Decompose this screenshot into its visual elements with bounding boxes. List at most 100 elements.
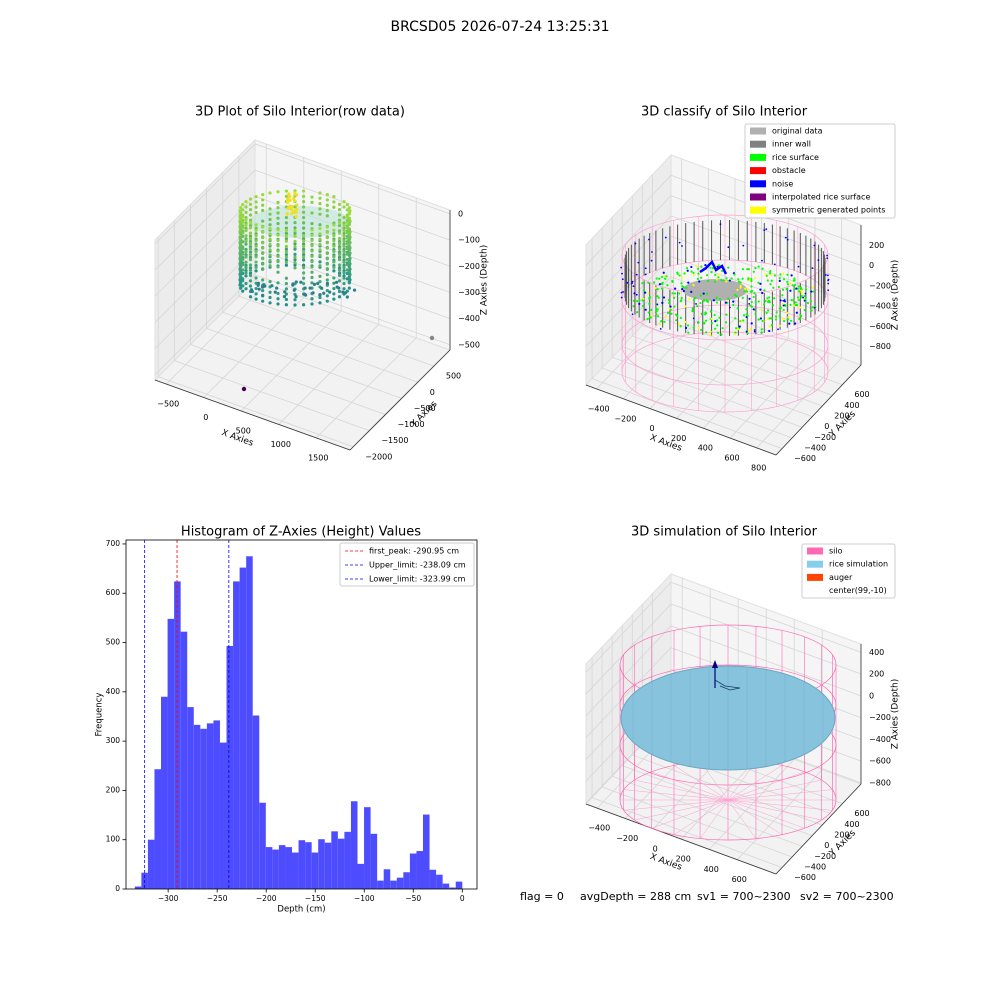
point bbox=[302, 200, 306, 204]
point bbox=[752, 308, 755, 311]
point bbox=[248, 213, 253, 217]
point bbox=[799, 313, 802, 317]
point bbox=[827, 279, 829, 282]
point bbox=[248, 268, 253, 272]
point bbox=[248, 284, 253, 288]
x-tick-label: −500 bbox=[157, 400, 179, 409]
bar bbox=[233, 581, 240, 889]
silo-wire bbox=[634, 799, 729, 821]
grid-line bbox=[154, 169, 256, 271]
point bbox=[248, 218, 253, 222]
point bbox=[342, 281, 346, 286]
point bbox=[337, 202, 342, 206]
point bbox=[302, 253, 306, 257]
point bbox=[704, 264, 707, 267]
point bbox=[284, 239, 288, 243]
point bbox=[632, 299, 635, 302]
point bbox=[750, 300, 753, 304]
point bbox=[656, 287, 659, 291]
point bbox=[284, 234, 288, 238]
point bbox=[719, 223, 722, 226]
x-tick-label: 400 bbox=[698, 444, 713, 453]
x-tick-label: −200 bbox=[616, 834, 638, 843]
point bbox=[318, 260, 322, 264]
point bbox=[286, 197, 290, 201]
point bbox=[325, 225, 329, 229]
point bbox=[650, 308, 653, 311]
point bbox=[739, 281, 742, 284]
point bbox=[284, 255, 288, 259]
y-tick-label: −600 bbox=[794, 873, 816, 882]
point bbox=[347, 244, 351, 248]
legend-swatch bbox=[750, 127, 766, 135]
point bbox=[345, 252, 349, 256]
point bbox=[332, 249, 336, 254]
point bbox=[685, 286, 688, 289]
y-tick-label: 0 bbox=[824, 841, 829, 850]
point bbox=[664, 236, 667, 239]
point bbox=[342, 234, 346, 238]
point bbox=[737, 280, 740, 283]
point bbox=[302, 221, 306, 225]
grid-line bbox=[612, 775, 803, 847]
point bbox=[284, 263, 288, 267]
y-tick-label: 400 bbox=[844, 820, 859, 829]
point bbox=[302, 255, 306, 259]
point bbox=[783, 319, 786, 323]
x-tick-label: −200 bbox=[256, 894, 277, 903]
point bbox=[337, 295, 342, 299]
point bbox=[786, 238, 789, 241]
point bbox=[248, 231, 253, 235]
point bbox=[238, 209, 242, 213]
point bbox=[827, 282, 830, 285]
point bbox=[647, 292, 650, 295]
point bbox=[302, 210, 306, 214]
point bbox=[332, 292, 336, 296]
point bbox=[781, 294, 784, 297]
x-tick-label: −250 bbox=[207, 894, 228, 903]
grid-line bbox=[254, 169, 451, 241]
point bbox=[709, 330, 712, 333]
point bbox=[268, 264, 272, 268]
point bbox=[244, 218, 248, 222]
y-tick-label: −2000 bbox=[365, 452, 392, 461]
point bbox=[747, 277, 750, 280]
point bbox=[248, 252, 253, 256]
point bbox=[745, 308, 748, 311]
point bbox=[761, 267, 764, 270]
grid-line bbox=[596, 298, 682, 390]
point bbox=[293, 242, 297, 246]
point bbox=[261, 278, 265, 282]
grid-line bbox=[154, 274, 256, 376]
grid-line bbox=[254, 274, 451, 346]
point bbox=[241, 234, 245, 239]
point bbox=[710, 270, 713, 274]
point bbox=[254, 249, 258, 254]
grid-line bbox=[315, 337, 417, 439]
x-tick-label: 0 bbox=[460, 894, 465, 903]
point bbox=[826, 254, 828, 257]
point bbox=[332, 269, 336, 273]
point bbox=[713, 280, 716, 283]
grid-line bbox=[165, 283, 267, 385]
point bbox=[786, 318, 790, 321]
point bbox=[642, 289, 646, 292]
point bbox=[248, 247, 253, 251]
point bbox=[658, 283, 661, 286]
bar bbox=[383, 869, 391, 889]
point bbox=[749, 327, 752, 330]
point bbox=[785, 287, 788, 291]
point bbox=[347, 217, 351, 221]
bar bbox=[390, 880, 397, 889]
point bbox=[241, 289, 245, 293]
point bbox=[310, 270, 314, 274]
point bbox=[249, 288, 254, 292]
point bbox=[691, 310, 694, 313]
point bbox=[241, 252, 245, 256]
point bbox=[268, 237, 272, 241]
point bbox=[318, 264, 322, 268]
point bbox=[248, 271, 253, 275]
point bbox=[644, 308, 647, 311]
point bbox=[765, 228, 768, 231]
y-tick-label: 600 bbox=[854, 390, 869, 399]
